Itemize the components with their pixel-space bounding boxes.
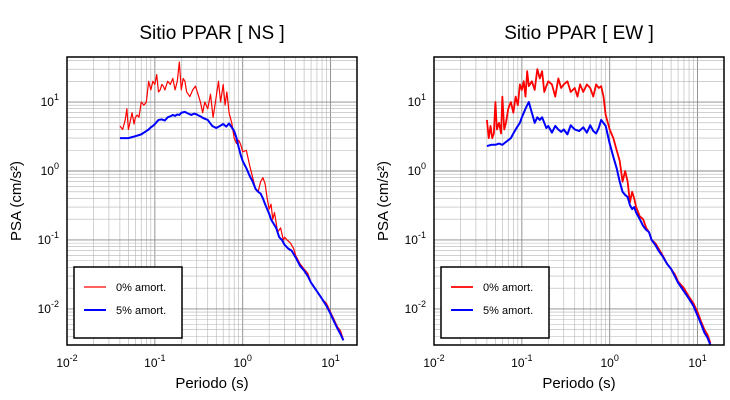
x-tick-label: 101: [321, 353, 339, 370]
chart-title: Sitio PPAR [ EW ]: [504, 23, 654, 44]
legend-box: [73, 266, 183, 339]
y-tick-label: 101: [41, 92, 59, 109]
legend-label-0pct: 0% amort.: [483, 282, 533, 294]
legend-box: [440, 266, 550, 339]
legend-label-5pct: 5% amort.: [116, 305, 166, 317]
x-axis-label: Periodo (s): [542, 375, 615, 392]
y-tick-label: 100: [41, 161, 59, 178]
legend: 0% amort. 5% amort.: [440, 266, 550, 339]
y-tick-label: 101: [408, 92, 426, 109]
y-axis-label: PSA (cm/s²): [8, 161, 25, 241]
plot-frame: [433, 56, 725, 346]
y-tick-label: 100: [408, 161, 426, 178]
x-tick-labels: 10-2 10-1 100 101: [423, 353, 706, 370]
x-tick-label: 10-1: [144, 353, 165, 370]
chart-title: Sitio PPAR [ NS ]: [139, 23, 284, 44]
series-line-5pct: [119, 110, 345, 341]
x-tick-label: 10-2: [56, 353, 77, 370]
series-layer: [119, 61, 345, 341]
y-tick-label: 10-1: [405, 230, 426, 247]
x-axis-label: Periodo (s): [175, 375, 248, 392]
plot-frame: [66, 56, 358, 346]
legend-label-0pct: 0% amort.: [116, 282, 166, 294]
legend: 0% amort. 5% amort.: [73, 266, 183, 339]
chart-panel-ns: Sitio PPAR [ NS ] 10-2 10-1 100 101 10-210-…: [8, 23, 358, 392]
series-layer: [485, 68, 712, 346]
series-line-5pct: [486, 101, 712, 346]
chart-panel-ew: Sitio PPAR [ EW ] 10-2 10-1 100 101 10-210-…: [375, 23, 725, 392]
y-tick-labels: 10-2 10-1 100 101: [38, 92, 59, 316]
x-tick-label: 100: [601, 353, 619, 370]
y-tick-label: 10-1: [38, 230, 59, 247]
x-tick-label: 10-1: [511, 353, 532, 370]
x-tick-labels: 10-2 10-1 100 101: [56, 353, 339, 370]
x-tick-label: 10-2: [423, 353, 444, 370]
x-tick-label: 100: [234, 353, 252, 370]
grid: [433, 57, 725, 346]
y-tick-label: 10-2: [405, 299, 426, 316]
y-axis-label: PSA (cm/s²): [375, 161, 392, 241]
y-tick-labels: 10-2 10-1 100 101: [405, 92, 426, 316]
x-tick-label: 101: [688, 353, 706, 370]
y-tick-label: 10-2: [38, 299, 59, 316]
legend-label-5pct: 5% amort.: [483, 305, 533, 317]
series-line-0pct: [119, 61, 344, 340]
